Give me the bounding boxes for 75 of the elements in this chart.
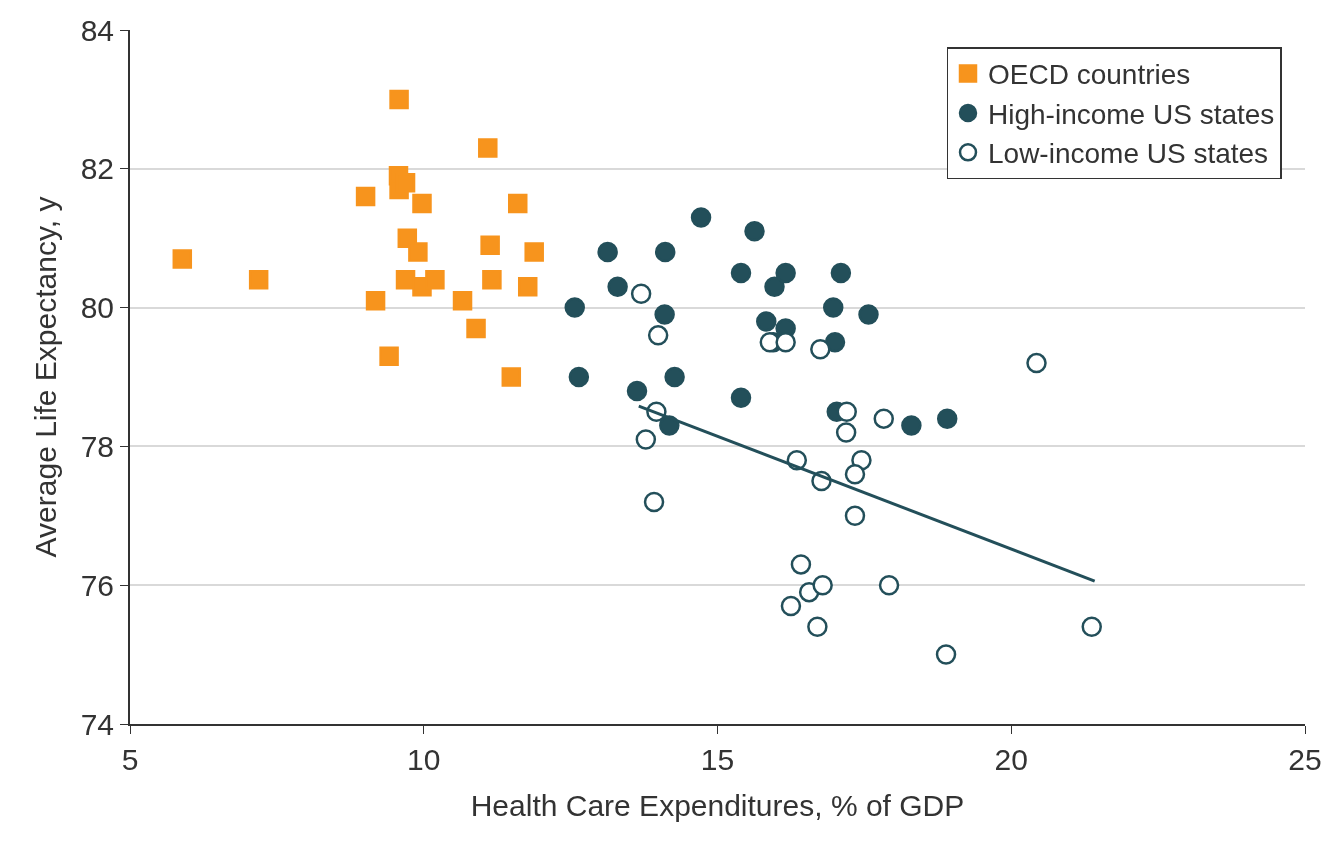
point bbox=[775, 332, 796, 353]
point bbox=[690, 207, 712, 228]
point bbox=[607, 276, 628, 298]
x-tick-label: 15 bbox=[700, 743, 735, 776]
point bbox=[482, 270, 502, 290]
x-tick-label: 5 bbox=[121, 743, 139, 776]
point bbox=[744, 221, 765, 242]
point bbox=[478, 138, 498, 158]
point bbox=[878, 574, 900, 596]
point bbox=[524, 242, 544, 262]
point bbox=[664, 366, 685, 388]
point bbox=[936, 408, 958, 429]
point bbox=[810, 338, 831, 360]
point bbox=[775, 262, 796, 284]
point bbox=[248, 270, 269, 290]
point bbox=[730, 387, 752, 409]
point bbox=[452, 290, 473, 311]
y-tick-label: 78 bbox=[80, 429, 114, 463]
legend-label: Low-income US states bbox=[988, 138, 1269, 170]
point bbox=[425, 270, 445, 290]
point bbox=[844, 505, 866, 527]
point bbox=[823, 297, 844, 318]
point bbox=[858, 304, 879, 325]
point bbox=[643, 491, 665, 513]
y-tick-label: 80 bbox=[80, 291, 114, 325]
legend-label: High-income US states bbox=[988, 98, 1275, 130]
point bbox=[1081, 616, 1102, 638]
x-tick-label: 20 bbox=[994, 743, 1028, 776]
point bbox=[379, 346, 399, 366]
point bbox=[901, 415, 922, 436]
point bbox=[807, 616, 828, 638]
point bbox=[790, 554, 812, 575]
point bbox=[626, 380, 648, 402]
legend-label: OECD countries bbox=[988, 59, 1191, 91]
point bbox=[389, 89, 409, 110]
point bbox=[408, 242, 428, 262]
point bbox=[654, 304, 675, 325]
y-tick-label: 76 bbox=[80, 568, 114, 602]
point bbox=[635, 429, 657, 450]
point bbox=[780, 595, 802, 617]
y-tick-label: 74 bbox=[80, 707, 114, 741]
point bbox=[1026, 352, 1047, 374]
y-axis-title: Average Life Expectancy, y bbox=[29, 196, 63, 558]
point bbox=[764, 276, 785, 298]
point bbox=[355, 186, 376, 207]
point bbox=[508, 193, 528, 214]
point bbox=[564, 297, 585, 318]
point bbox=[844, 463, 866, 485]
point bbox=[730, 262, 752, 284]
point bbox=[824, 332, 846, 353]
point bbox=[597, 241, 618, 263]
point bbox=[480, 235, 500, 255]
point bbox=[568, 366, 590, 388]
point bbox=[873, 408, 895, 429]
point bbox=[517, 277, 538, 297]
point bbox=[466, 318, 486, 339]
y-tick-label: 82 bbox=[80, 152, 114, 186]
point bbox=[647, 325, 669, 346]
point bbox=[365, 290, 386, 311]
point bbox=[830, 262, 852, 284]
x-axis-title: Health Care Expenditures, % of GDP bbox=[470, 789, 965, 822]
y-tick-label: 84 bbox=[80, 13, 114, 47]
point bbox=[654, 241, 676, 263]
point bbox=[835, 422, 857, 443]
point bbox=[836, 401, 857, 422]
x-tick-label: 10 bbox=[407, 743, 441, 776]
point bbox=[630, 283, 652, 304]
x-tick-label: 25 bbox=[1288, 743, 1322, 776]
point bbox=[395, 270, 416, 290]
point bbox=[756, 311, 777, 332]
point bbox=[412, 193, 432, 214]
point bbox=[501, 367, 522, 387]
point bbox=[172, 249, 193, 269]
point bbox=[935, 644, 957, 665]
point bbox=[812, 574, 833, 596]
